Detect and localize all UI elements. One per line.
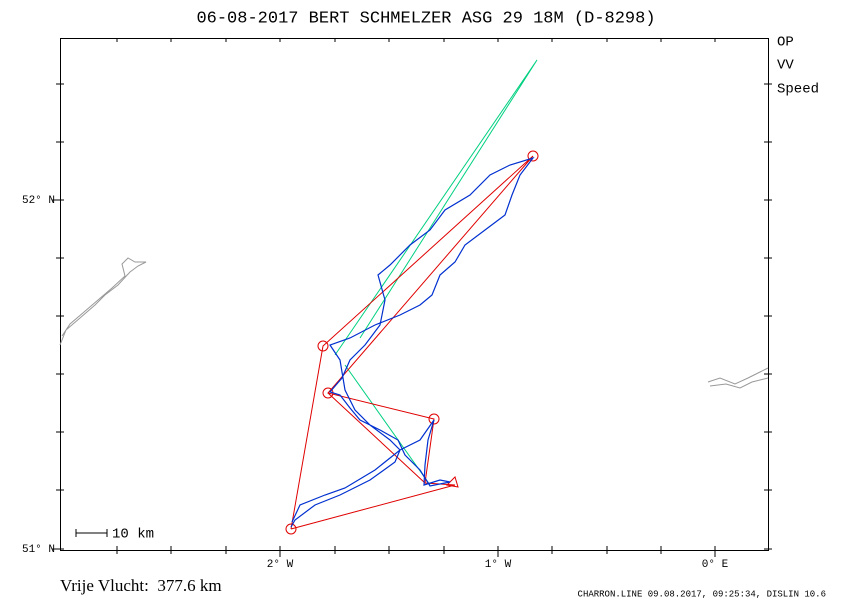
legend-label: Speed bbox=[777, 82, 819, 98]
title: 06-08-2017 BERT SCHMELZER ASG 29 18M (D-… bbox=[196, 9, 655, 28]
speed-track bbox=[290, 156, 535, 528]
distance: Vrije Vlucht: 377.6 km bbox=[60, 576, 222, 595]
legend-label: OP bbox=[777, 35, 794, 51]
x-axis-label: 0° E bbox=[702, 559, 729, 571]
y-axis-label: 52° N bbox=[22, 195, 55, 207]
task-lines bbox=[285, 150, 539, 535]
legend-label: VV bbox=[777, 58, 794, 74]
x-axis-label: 2° W bbox=[267, 559, 294, 571]
plot-frame bbox=[60, 38, 769, 551]
y-axis-label: 51° N bbox=[22, 544, 55, 556]
scale-bar bbox=[75, 529, 108, 537]
x-axis-label: 1° W bbox=[485, 559, 512, 571]
coastline bbox=[59, 257, 769, 389]
credit: CHARRON.LINE 09.08.2017, 09:25:34, DISLI… bbox=[578, 589, 826, 599]
scale-bar-label: 10 km bbox=[112, 527, 154, 543]
op-track bbox=[334, 59, 538, 486]
ticks bbox=[52, 38, 772, 557]
